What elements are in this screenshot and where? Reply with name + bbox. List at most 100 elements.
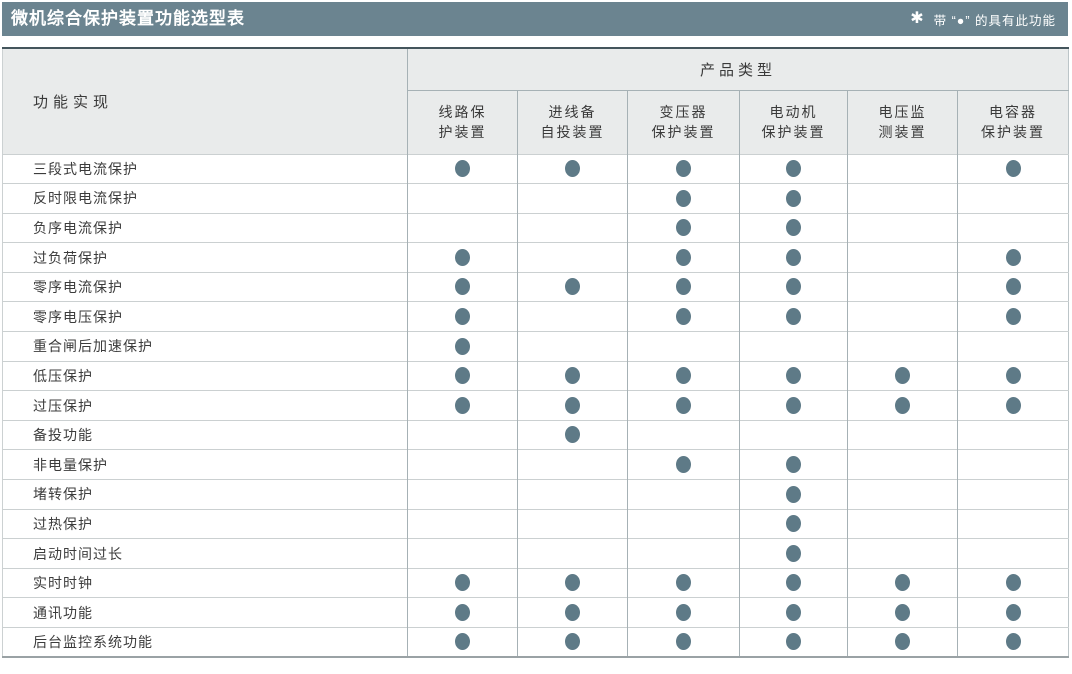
- feature-cell: [407, 627, 518, 658]
- feature-cell: [517, 271, 628, 302]
- feature-cell: [517, 627, 628, 658]
- feature-cell: [407, 301, 518, 332]
- feature-dot: [1005, 160, 1021, 178]
- feature-dot: [676, 308, 691, 326]
- feature-dot: [786, 219, 801, 237]
- feature-cell: [739, 567, 848, 598]
- feature-cell: [407, 508, 518, 539]
- feature-dot: [1005, 603, 1021, 621]
- feature-cell: [956, 390, 1069, 421]
- feature-dot: [565, 396, 580, 414]
- table-row: 通讯功能: [2, 597, 1069, 628]
- feature-dot: [786, 278, 801, 296]
- feature-dot: [676, 574, 691, 592]
- feature-cell: [627, 627, 740, 658]
- feature-cell: [627, 183, 740, 214]
- feature-dot: [786, 367, 801, 385]
- product-column-header-2: 进线备 自投装置: [517, 90, 628, 154]
- feature-cell: [956, 479, 1069, 510]
- feature-cell: [739, 242, 848, 273]
- feature-cell: [407, 212, 518, 243]
- feature-cell: [627, 419, 740, 450]
- feature-dot: [676, 367, 691, 385]
- feature-dot: [455, 308, 470, 326]
- feature-dot: [676, 248, 691, 266]
- feature-dot: [786, 515, 801, 533]
- feature-cell: [739, 360, 848, 391]
- feature-dot: [565, 426, 580, 444]
- feature-cell: [847, 331, 958, 362]
- feature-dot: [676, 160, 691, 178]
- feature-cell: [407, 331, 518, 362]
- feature-dot: [786, 456, 801, 473]
- table-row: 备投功能: [2, 419, 1069, 450]
- feature-dot: [895, 633, 910, 651]
- feature-cell: [847, 449, 958, 480]
- feature-dot: [895, 367, 910, 385]
- feature-dot: [565, 367, 580, 385]
- feature-cell: [956, 242, 1069, 273]
- product-column-header-6: 电容器 保护装置: [956, 90, 1069, 154]
- feature-dot: [455, 278, 470, 296]
- function-label: 三段式电流保护: [2, 153, 408, 184]
- legend-note: 带 “●” 的具有此功能: [933, 13, 1056, 28]
- feature-dot: [676, 603, 691, 621]
- feature-cell: [517, 331, 628, 362]
- feature-rows: 三段式电流保护 反时限电流保护 负序电流保护 过负荷保护 零序电流保护 零序电压保护 重合闸…: [2, 153, 1069, 658]
- table-row: 非电量保护: [2, 449, 1069, 480]
- feature-cell: [739, 627, 848, 658]
- feature-cell: [739, 212, 848, 243]
- feature-cell: [517, 242, 628, 273]
- feature-cell: [627, 390, 740, 421]
- feature-dot: [565, 603, 580, 621]
- feature-dot: [676, 278, 691, 296]
- function-label: 启动时间过长: [2, 538, 408, 569]
- feature-cell: [847, 627, 958, 658]
- feature-dot: [786, 396, 801, 414]
- feature-cell: [956, 508, 1069, 539]
- table-row: 反时限电流保护: [2, 183, 1069, 214]
- feature-selection-table: 功能实现 产品类型 线路保 护装置 进线备 自投装置 变压器 保护装置 电动机 保护装…: [2, 47, 1070, 659]
- table-row: 重合闸后加速保护: [2, 331, 1069, 362]
- feature-dot: [786, 189, 801, 207]
- function-label: 负序电流保护: [2, 212, 408, 243]
- feature-dot: [1005, 278, 1021, 296]
- feature-dot: [1005, 396, 1021, 414]
- feature-cell: [956, 153, 1069, 184]
- feature-cell: [407, 242, 518, 273]
- page-title: 微机综合保护装置功能选型表: [11, 9, 245, 28]
- feature-cell: [627, 508, 740, 539]
- feature-cell: [627, 449, 740, 480]
- product-column-header-4: 电动机 保护装置: [739, 90, 848, 154]
- table-row: 实时时钟: [2, 567, 1069, 598]
- feature-dot: [1005, 633, 1021, 651]
- feature-cell: [739, 331, 848, 362]
- feature-cell: [627, 538, 740, 569]
- table-row: 负序电流保护: [2, 212, 1069, 243]
- feature-cell: [627, 212, 740, 243]
- feature-dot: [455, 337, 470, 355]
- feature-cell: [739, 508, 848, 539]
- function-label: 非电量保护: [2, 449, 408, 480]
- function-label: 过负荷保护: [2, 242, 408, 273]
- function-label: 过热保护: [2, 508, 408, 539]
- function-label: 零序电压保护: [2, 301, 408, 332]
- feature-cell: [956, 449, 1069, 480]
- feature-dot: [1005, 308, 1021, 326]
- function-column-header: 功能实现: [2, 48, 408, 154]
- feature-cell: [847, 301, 958, 332]
- function-label: 后台监控系统功能: [2, 627, 408, 658]
- feature-dot: [676, 633, 691, 651]
- feature-dot: [676, 456, 691, 473]
- feature-cell: [739, 301, 848, 332]
- feature-cell: [847, 212, 958, 243]
- feature-dot: [565, 574, 580, 592]
- feature-cell: [847, 479, 958, 510]
- table-row: 启动时间过长: [2, 538, 1069, 569]
- feature-cell: [407, 597, 518, 628]
- feature-cell: [517, 449, 628, 480]
- feature-dot: [786, 485, 801, 503]
- function-label: 反时限电流保护: [2, 183, 408, 214]
- star-icon: ✱: [910, 10, 924, 27]
- feature-dot: [786, 308, 801, 326]
